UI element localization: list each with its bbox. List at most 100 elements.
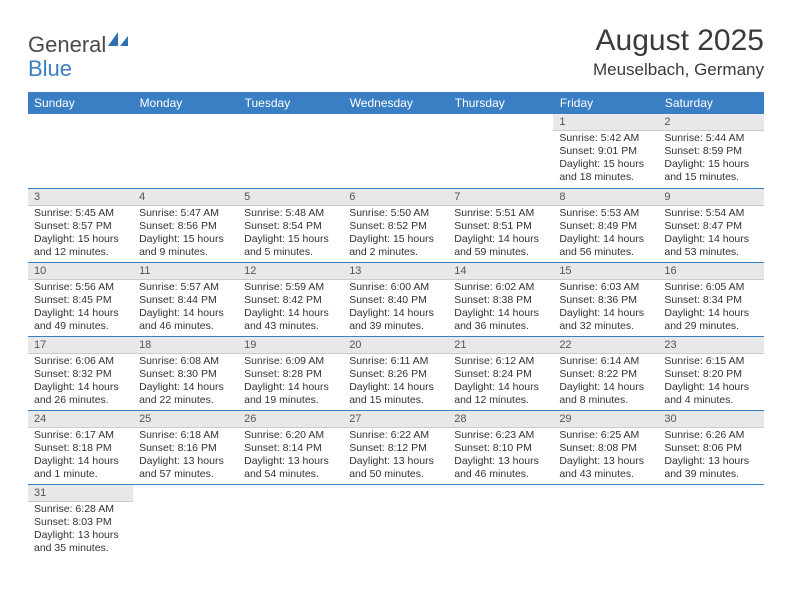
sunset-text: Sunset: 8:18 PM [34, 442, 127, 455]
weekday-header: Saturday [658, 92, 763, 114]
calendar-cell: 30Sunrise: 6:26 AMSunset: 8:06 PMDayligh… [658, 410, 763, 484]
daylight-text: Daylight: 14 hours and 39 minutes. [349, 307, 442, 333]
calendar-cell: 7Sunrise: 5:51 AMSunset: 8:51 PMDaylight… [448, 188, 553, 262]
daylight-text: Daylight: 14 hours and 43 minutes. [244, 307, 337, 333]
day-number: 1 [553, 114, 658, 131]
calendar-cell: 23Sunrise: 6:15 AMSunset: 8:20 PMDayligh… [658, 336, 763, 410]
sunrise-text: Sunrise: 5:50 AM [349, 207, 442, 220]
day-number: 6 [343, 189, 448, 206]
calendar-cell [448, 114, 553, 188]
logo-text-blue: Blue [28, 56, 72, 81]
daylight-text: Daylight: 15 hours and 15 minutes. [664, 158, 757, 184]
sunrise-text: Sunrise: 6:00 AM [349, 281, 442, 294]
sunrise-text: Sunrise: 6:11 AM [349, 355, 442, 368]
sunrise-text: Sunrise: 6:20 AM [244, 429, 337, 442]
sunrise-text: Sunrise: 5:56 AM [34, 281, 127, 294]
sunset-text: Sunset: 8:51 PM [454, 220, 547, 233]
day-details: Sunrise: 6:12 AMSunset: 8:24 PMDaylight:… [448, 354, 553, 410]
sunset-text: Sunset: 8:44 PM [139, 294, 232, 307]
daylight-text: Daylight: 14 hours and 53 minutes. [664, 233, 757, 259]
day-details: Sunrise: 5:57 AMSunset: 8:44 PMDaylight:… [133, 280, 238, 336]
daylight-text: Daylight: 13 hours and 57 minutes. [139, 455, 232, 481]
sunset-text: Sunset: 8:57 PM [34, 220, 127, 233]
calendar-cell: 29Sunrise: 6:25 AMSunset: 8:08 PMDayligh… [553, 410, 658, 484]
day-number: 30 [658, 411, 763, 428]
day-number: 21 [448, 337, 553, 354]
daylight-text: Daylight: 14 hours and 56 minutes. [559, 233, 652, 259]
day-number: 13 [343, 263, 448, 280]
calendar-cell: 14Sunrise: 6:02 AMSunset: 8:38 PMDayligh… [448, 262, 553, 336]
calendar-row: 24Sunrise: 6:17 AMSunset: 8:18 PMDayligh… [28, 410, 764, 484]
sunrise-text: Sunrise: 5:44 AM [664, 132, 757, 145]
day-number: 31 [28, 485, 133, 502]
calendar-cell [658, 484, 763, 558]
daylight-text: Daylight: 14 hours and 1 minute. [34, 455, 127, 481]
calendar-cell: 26Sunrise: 6:20 AMSunset: 8:14 PMDayligh… [238, 410, 343, 484]
daylight-text: Daylight: 14 hours and 12 minutes. [454, 381, 547, 407]
daylight-text: Daylight: 14 hours and 15 minutes. [349, 381, 442, 407]
day-number: 9 [658, 189, 763, 206]
day-number: 26 [238, 411, 343, 428]
sunset-text: Sunset: 8:24 PM [454, 368, 547, 381]
day-details: Sunrise: 6:20 AMSunset: 8:14 PMDaylight:… [238, 428, 343, 484]
sunset-text: Sunset: 8:20 PM [664, 368, 757, 381]
daylight-text: Daylight: 15 hours and 2 minutes. [349, 233, 442, 259]
sunset-text: Sunset: 8:52 PM [349, 220, 442, 233]
day-details: Sunrise: 5:42 AMSunset: 9:01 PMDaylight:… [553, 131, 658, 187]
sunset-text: Sunset: 8:45 PM [34, 294, 127, 307]
calendar-cell: 16Sunrise: 6:05 AMSunset: 8:34 PMDayligh… [658, 262, 763, 336]
calendar-cell: 13Sunrise: 6:00 AMSunset: 8:40 PMDayligh… [343, 262, 448, 336]
day-details: Sunrise: 6:23 AMSunset: 8:10 PMDaylight:… [448, 428, 553, 484]
header: General August 2025 Meuselbach, Germany [28, 24, 764, 80]
sunset-text: Sunset: 9:01 PM [559, 145, 652, 158]
day-number: 12 [238, 263, 343, 280]
day-details: Sunrise: 6:11 AMSunset: 8:26 PMDaylight:… [343, 354, 448, 410]
calendar-table: Sunday Monday Tuesday Wednesday Thursday… [28, 92, 764, 558]
daylight-text: Daylight: 14 hours and 26 minutes. [34, 381, 127, 407]
calendar-cell: 22Sunrise: 6:14 AMSunset: 8:22 PMDayligh… [553, 336, 658, 410]
daylight-text: Daylight: 15 hours and 9 minutes. [139, 233, 232, 259]
daylight-text: Daylight: 15 hours and 18 minutes. [559, 158, 652, 184]
day-details: Sunrise: 6:08 AMSunset: 8:30 PMDaylight:… [133, 354, 238, 410]
weekday-header: Monday [133, 92, 238, 114]
sunrise-text: Sunrise: 5:47 AM [139, 207, 232, 220]
sunset-text: Sunset: 8:56 PM [139, 220, 232, 233]
sunrise-text: Sunrise: 5:53 AM [559, 207, 652, 220]
sunset-text: Sunset: 8:42 PM [244, 294, 337, 307]
sunset-text: Sunset: 8:38 PM [454, 294, 547, 307]
calendar-cell: 28Sunrise: 6:23 AMSunset: 8:10 PMDayligh… [448, 410, 553, 484]
sunset-text: Sunset: 8:49 PM [559, 220, 652, 233]
sunset-text: Sunset: 8:30 PM [139, 368, 232, 381]
calendar-cell: 31Sunrise: 6:28 AMSunset: 8:03 PMDayligh… [28, 484, 133, 558]
sunset-text: Sunset: 8:28 PM [244, 368, 337, 381]
sunset-text: Sunset: 8:59 PM [664, 145, 757, 158]
calendar-cell: 10Sunrise: 5:56 AMSunset: 8:45 PMDayligh… [28, 262, 133, 336]
day-number: 29 [553, 411, 658, 428]
day-details: Sunrise: 6:15 AMSunset: 8:20 PMDaylight:… [658, 354, 763, 410]
calendar-cell [238, 114, 343, 188]
day-number: 14 [448, 263, 553, 280]
day-details: Sunrise: 5:54 AMSunset: 8:47 PMDaylight:… [658, 206, 763, 262]
calendar-cell [28, 114, 133, 188]
calendar-cell [343, 484, 448, 558]
sunrise-text: Sunrise: 6:06 AM [34, 355, 127, 368]
calendar-cell: 9Sunrise: 5:54 AMSunset: 8:47 PMDaylight… [658, 188, 763, 262]
daylight-text: Daylight: 13 hours and 35 minutes. [34, 529, 127, 555]
sunrise-text: Sunrise: 6:17 AM [34, 429, 127, 442]
day-details: Sunrise: 6:17 AMSunset: 8:18 PMDaylight:… [28, 428, 133, 484]
day-number: 25 [133, 411, 238, 428]
calendar-cell [553, 484, 658, 558]
day-details: Sunrise: 6:09 AMSunset: 8:28 PMDaylight:… [238, 354, 343, 410]
day-number: 7 [448, 189, 553, 206]
day-details: Sunrise: 5:50 AMSunset: 8:52 PMDaylight:… [343, 206, 448, 262]
day-number: 16 [658, 263, 763, 280]
day-details: Sunrise: 6:18 AMSunset: 8:16 PMDaylight:… [133, 428, 238, 484]
daylight-text: Daylight: 14 hours and 8 minutes. [559, 381, 652, 407]
sunset-text: Sunset: 8:32 PM [34, 368, 127, 381]
sunrise-text: Sunrise: 6:15 AM [664, 355, 757, 368]
daylight-text: Daylight: 15 hours and 12 minutes. [34, 233, 127, 259]
day-details: Sunrise: 6:02 AMSunset: 8:38 PMDaylight:… [448, 280, 553, 336]
day-number: 11 [133, 263, 238, 280]
sunset-text: Sunset: 8:40 PM [349, 294, 442, 307]
sunrise-text: Sunrise: 6:28 AM [34, 503, 127, 516]
